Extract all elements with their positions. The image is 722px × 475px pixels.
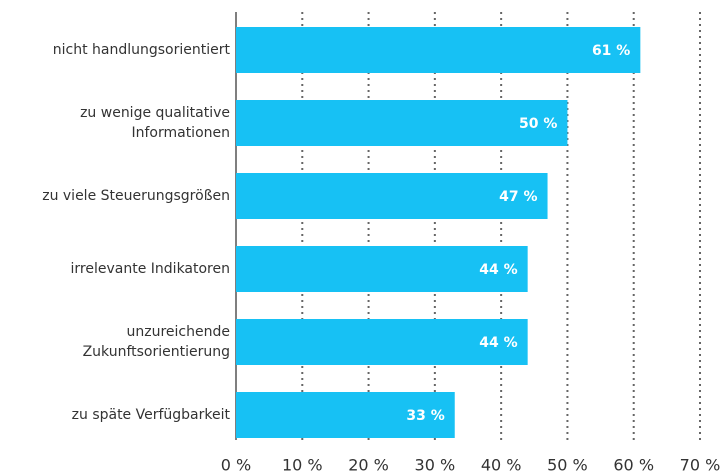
category-label: irrelevante Indikatoren — [70, 261, 230, 277]
value-label: 44 % — [479, 335, 517, 351]
value-label: 50 % — [519, 116, 557, 132]
category-label: zu viele Steuerungsgrößen — [42, 188, 230, 204]
value-label: 44 % — [479, 262, 517, 278]
value-label: 33 % — [406, 408, 444, 424]
x-tick-label: 10 % — [282, 456, 323, 475]
x-tick-label: 20 % — [348, 456, 389, 475]
bar — [236, 100, 568, 146]
category-label: zu wenige qualitative Informationen — [80, 105, 230, 141]
bar — [236, 27, 641, 73]
x-tick-label: 70 % — [680, 456, 721, 475]
category-label: zu späte Verfügbarkeit — [71, 407, 230, 423]
x-tick-label: 50 % — [547, 456, 588, 475]
x-tick-label: 60 % — [613, 456, 654, 475]
value-label: 61 % — [592, 43, 630, 59]
bar — [236, 392, 455, 438]
bar — [236, 173, 548, 219]
value-label: 47 % — [499, 189, 537, 205]
x-tick-label: 30 % — [415, 456, 456, 475]
bar — [236, 246, 528, 292]
category-label: unzureichende Zukunftsorientierung — [82, 324, 230, 360]
category-label: nicht handlungsorientiert — [52, 42, 230, 58]
x-tick-label: 40 % — [481, 456, 522, 475]
bar — [236, 319, 528, 365]
x-tick-label: 0 % — [221, 456, 251, 475]
